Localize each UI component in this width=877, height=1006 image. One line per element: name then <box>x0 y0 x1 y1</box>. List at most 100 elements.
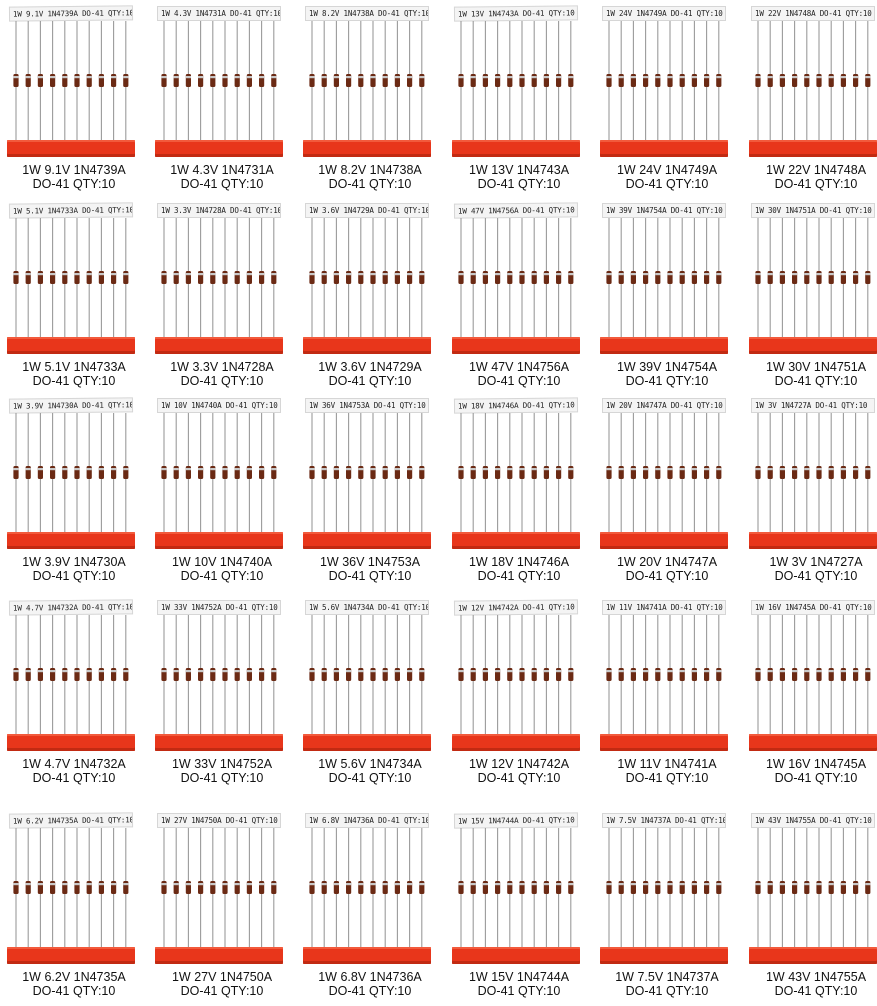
pack-tape-label: 1W 11V 1N4741A DO-41 QTY:10 <box>602 600 726 615</box>
diode-body <box>482 466 488 479</box>
cathode-band <box>346 273 352 276</box>
diode-body <box>618 881 624 894</box>
diode-body <box>531 74 537 87</box>
diode-body <box>13 668 19 681</box>
cathode-band <box>755 273 761 276</box>
diode-body <box>816 271 822 284</box>
diode-body <box>458 74 464 87</box>
diode-body <box>86 271 92 284</box>
diode-body <box>556 881 562 894</box>
diode-body <box>828 74 834 87</box>
cathode-band <box>543 273 549 276</box>
cathode-band <box>840 273 846 276</box>
cathode-band <box>98 76 104 79</box>
cathode-band <box>543 883 549 886</box>
diode-body <box>321 668 327 681</box>
diode-body <box>507 466 513 479</box>
cathode-band <box>704 76 710 79</box>
cathode-band <box>655 468 661 471</box>
diode-body <box>173 466 179 479</box>
diode-body <box>643 74 649 87</box>
cathode-band <box>655 670 661 673</box>
diode-pack: 1W 47V 1N4756A DO-41 QTY:10 1W 47V 1N4756… <box>449 201 589 396</box>
diode-body <box>394 466 400 479</box>
cathode-band <box>407 273 413 276</box>
cathode-band <box>840 670 846 673</box>
diode-body <box>407 668 413 681</box>
diode-body <box>531 881 537 894</box>
pack-tape-label: 1W 7.5V 1N4737A DO-41 QTY:10 <box>602 813 726 828</box>
cathode-band <box>792 76 798 79</box>
cathode-band <box>13 76 19 79</box>
diode-body <box>358 881 364 894</box>
diode-row <box>606 218 722 341</box>
diode-row <box>606 413 722 536</box>
diode-body <box>816 668 822 681</box>
diode-body <box>519 74 525 87</box>
diode-body <box>691 74 697 87</box>
cathode-band <box>853 670 859 673</box>
diode-body <box>755 271 761 284</box>
pack-caption-line2: DO-41 QTY:10 <box>328 569 412 583</box>
cathode-band <box>865 883 871 886</box>
cathode-band <box>321 883 327 886</box>
diode-body <box>755 74 761 87</box>
diode-body <box>716 74 722 87</box>
cathode-band <box>62 883 68 886</box>
diode-body <box>507 668 513 681</box>
diode-row <box>161 21 277 144</box>
diode-body <box>50 668 56 681</box>
cathode-band <box>507 883 513 886</box>
diode-body <box>519 668 525 681</box>
cathode-band <box>667 883 673 886</box>
packing-strip <box>155 734 283 751</box>
diode-body <box>804 668 810 681</box>
diode-pack: 1W 3V 1N4727A DO-41 QTY:10 1W 3V 1N4727A D… <box>746 396 877 591</box>
pack-caption-line1: 1W 4.7V 1N4732A <box>22 757 126 771</box>
diode-body <box>198 668 204 681</box>
packing-strip <box>7 734 135 751</box>
cathode-band <box>161 76 167 79</box>
cathode-band <box>74 76 80 79</box>
diode-body <box>382 466 388 479</box>
diode-body <box>370 466 376 479</box>
cathode-band <box>556 883 562 886</box>
cathode-band <box>704 273 710 276</box>
diode-row <box>458 21 574 144</box>
diode-body <box>792 271 798 284</box>
diode-body <box>37 466 43 479</box>
diode-body <box>767 881 773 894</box>
pack-caption-line1: 1W 39V 1N4754A <box>616 360 718 374</box>
diode-body <box>543 466 549 479</box>
diode-body <box>210 466 216 479</box>
cathode-band <box>691 273 697 276</box>
diode-body <box>259 668 265 681</box>
diode-body <box>704 668 710 681</box>
pack-caption-line1: 1W 3.3V 1N4728A <box>170 360 274 374</box>
cathode-band <box>543 76 549 79</box>
cathode-band <box>828 273 834 276</box>
cathode-band <box>86 670 92 673</box>
diode-body <box>62 271 68 284</box>
diode-body <box>606 881 612 894</box>
diode-row <box>161 413 277 536</box>
cathode-band <box>470 76 476 79</box>
cathode-band <box>458 670 464 673</box>
diode-body <box>556 466 562 479</box>
packing-strip <box>7 947 135 964</box>
cathode-band <box>568 883 574 886</box>
pack-caption-line1: 1W 18V 1N4746A <box>468 555 570 569</box>
cathode-band <box>618 76 624 79</box>
diode-body <box>792 466 798 479</box>
diode-body <box>161 668 167 681</box>
diode-body <box>667 668 673 681</box>
diode-body <box>568 271 574 284</box>
cathode-band <box>470 670 476 673</box>
cathode-band <box>13 273 19 276</box>
cathode-band <box>482 883 488 886</box>
diode-body <box>816 881 822 894</box>
cathode-band <box>556 273 562 276</box>
diode-row <box>755 828 871 951</box>
diode-body <box>222 466 228 479</box>
diode-pack: 1W 13V 1N4743A DO-41 QTY:10 1W 13V 1N4743… <box>449 4 589 199</box>
